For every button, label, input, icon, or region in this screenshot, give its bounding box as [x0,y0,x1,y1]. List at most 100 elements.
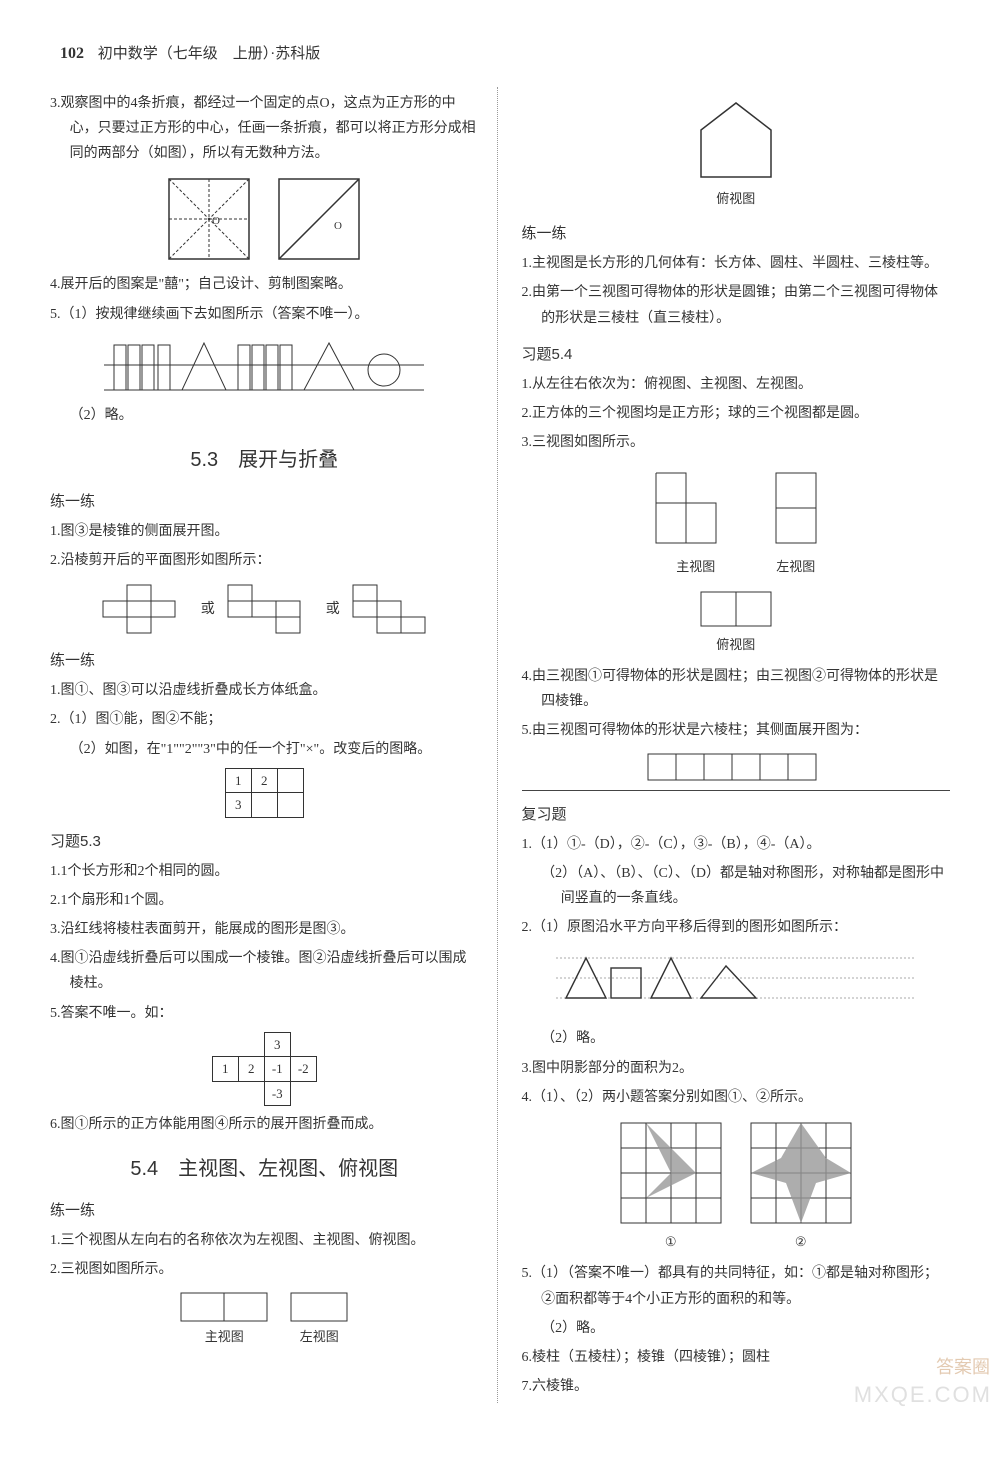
hexprism-unfold [522,752,951,782]
l2-2b: （2）如图，在"1""2""3"中的任一个打"×"。改变后的图略。 [70,737,479,762]
six-rects-icon [646,752,826,782]
cell: 2 [251,768,277,792]
fx6: 6.棱柱（五棱柱）；棱锥（四棱锥）；圆柱 [522,1345,951,1370]
x53-grid: 3 1 2 -1 -2 -3 [212,1032,317,1106]
section-5-3-title: 5.3 展开与折叠 [50,442,479,478]
top-view-figure: 俯视图 [522,95,951,210]
x53-1: 1.1个长方形和2个相同的圆。 [50,859,479,884]
square-diagonal-icon: O [274,174,364,264]
x54-3: 3.三视图如图所示。 [522,430,951,455]
unfold-figure: 或 或 [50,581,479,637]
l2-1: 1.图①、图③可以沿虚线折叠成长方体纸盒。 [50,678,479,703]
svg-text:O: O [334,220,342,232]
pentagon-top-view [686,95,786,185]
x53-3: 3.沿红线将棱柱表面剪开，能展成的图形是图③。 [50,917,479,942]
x53-6: 6.图①所示的正方体能用图④所示的展开图折叠而成。 [50,1112,479,1137]
views-figure-1: 主视图 左视图 [50,1291,479,1348]
translation-pattern-icon [556,948,916,1018]
cell: 1 [225,768,251,792]
fx4: 4.（1）、（2）两小题答案分别如图①、②所示。 [522,1085,951,1110]
grid-shaded-2 [746,1118,856,1228]
zhushitu-label-r: 主视图 [646,555,746,578]
l2-2: 2.（1）图①能，图②不能； [50,707,479,732]
lianyilian-1: 练一练 [50,488,479,515]
huo-2: 或 [326,602,340,617]
cell: 3 [264,1032,290,1056]
q5-text: 5.（1）按规律继续画下去如图所示（答案不唯一）。 [50,302,479,327]
left-view-rect [289,1291,349,1323]
cell [251,793,277,817]
cell: -2 [290,1057,316,1081]
unfold-shape-3 [349,581,429,637]
huo-1: 或 [201,602,215,617]
fx5b: （2）略。 [541,1316,950,1341]
lianyilian-2: 练一练 [50,647,479,674]
l54-2: 2.三视图如图所示。 [50,1257,479,1282]
fx1: 1.（1）①-（D），②-（C），③-（B），④-（A）。 [522,832,951,857]
page-header: 102 初中数学（七年级 上册）·苏科版 [50,40,950,69]
l2-grid: 12 3 [225,768,304,818]
unfold-shape-2 [224,581,316,637]
section-5-4-title: 5.4 主视图、左视图、俯视图 [50,1151,479,1187]
cell: 1 [212,1057,238,1081]
cell [277,793,303,817]
left-view-stack [766,463,826,553]
fx1b: （2）（A）、（B）、（C）、（D）都是轴对称图形，对称轴都是图形中间竖直的一条… [541,861,950,911]
xiti54-heading: 习题5.4 [522,341,951,368]
watermark-text: MXQE.COM [854,1375,992,1415]
fx2b: （2）略。 [541,1026,950,1051]
fx5: 5.（1）（答案不唯一）都具有的共同特征，如：①都是轴对称图形；②面积都等于4个… [522,1261,951,1311]
x53-4: 4.图①沿虚线折叠后可以围成一个棱锥。图②沿虚线折叠后可以围成棱柱。 [50,946,479,996]
grid-shaded-1 [616,1118,726,1228]
cell: -1 [264,1057,290,1081]
x54-5: 5.由三视图可得物体的形状是六棱柱；其侧面展开图为： [522,718,951,743]
q3-text: 3.观察图中的4条折痕，都经过一个固定的点O，这点为正方形的中心，只要过正方形的… [50,91,479,167]
two-column-layout: 3.观察图中的4条折痕，都经过一个固定的点O，这点为正方形的中心，只要过正方形的… [50,87,950,1404]
circ1-label: ① [616,1230,726,1253]
fx2-figure [522,948,951,1018]
q3-figure: O O [50,174,479,264]
cell [277,768,303,792]
front-view-rect [179,1291,269,1323]
x53-2: 2.1个扇形和1个圆。 [50,888,479,913]
lianyilian-r1: 练一练 [522,220,951,247]
front-view-L [646,463,746,553]
cell: 2 [238,1057,264,1081]
l1-1: 1.图③是棱锥的侧面展开图。 [50,519,479,544]
zuoshitu-label: 左视图 [289,1325,349,1348]
x54-1: 1.从左往右依次为：俯视图、主视图、左视图。 [522,372,951,397]
fushitu-label-2: 俯视图 [522,633,951,656]
fx4-figure: ① ② [522,1118,951,1253]
fuxiti-heading: 复习题 [522,801,951,828]
fushitu-label: 俯视图 [522,187,951,210]
divider [522,790,951,791]
cell: -3 [264,1081,290,1105]
fx3: 3.图中阴影部分的面积为2。 [522,1056,951,1081]
square-diagonals-icon: O [164,174,254,264]
q5-pattern-figure [50,335,479,395]
r-l1: 1.主视图是长方形的几何体有：长方体、圆柱、半圆柱、三棱柱等。 [522,251,951,276]
unfold-shape-1 [99,581,191,637]
xiti53-heading: 习题5.3 [50,828,479,855]
pattern-strip-icon [104,335,424,395]
zuoshitu-label-r: 左视图 [766,555,826,578]
svg-text:O: O [212,215,220,227]
left-column: 3.观察图中的4条折痕，都经过一个固定的点O，这点为正方形的中心，只要过正方形的… [50,87,498,1404]
page-title: 初中数学（七年级 上册）·苏科版 [98,46,321,62]
x53-5: 5.答案不唯一。如： [50,1001,479,1026]
three-views-figure: 主视图 左视图 [522,463,951,656]
circ2-label: ② [746,1230,856,1253]
top-view-row [696,587,776,631]
lianyilian-3: 练一练 [50,1197,479,1224]
q5-2-text: （2）略。 [70,403,479,428]
cell: 3 [225,793,251,817]
r-l2: 2.由第一个三视图可得物体的形状是圆锥；由第二个三视图可得物体的形状是三棱柱（直… [522,280,951,330]
x54-4: 4.由三视图①可得物体的形状是圆柱；由三视图②可得物体的形状是四棱锥。 [522,664,951,714]
page-number: 102 [60,45,84,62]
x54-2: 2.正方体的三个视图均是正方形；球的三个视图都是圆。 [522,401,951,426]
q4-text: 4.展开后的图案是"囍"；自己设计、剪制图案略。 [50,272,479,297]
fx2: 2.（1）原图沿水平方向平移后得到的图形如图所示： [522,915,951,940]
right-column: 俯视图 练一练 1.主视图是长方形的几何体有：长方体、圆柱、半圆柱、三棱柱等。 … [522,87,951,1404]
l54-1: 1.三个视图从左向右的名称依次为左视图、主视图、俯视图。 [50,1228,479,1253]
l1-2: 2.沿棱剪开后的平面图形如图所示： [50,548,479,573]
